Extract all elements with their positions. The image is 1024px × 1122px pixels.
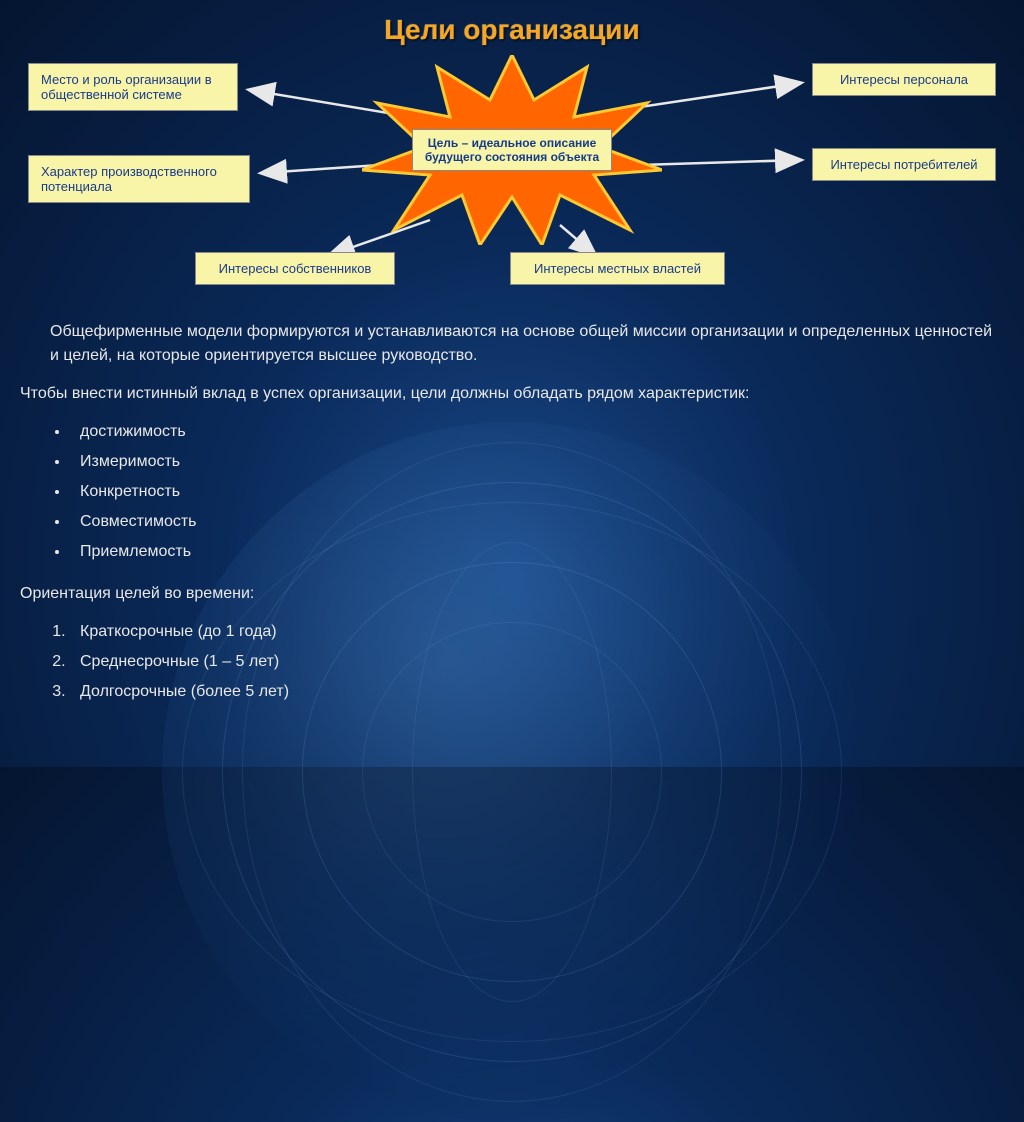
time-orientation-list: Краткосрочные (до 1 года) Среднесрочные (… (70, 620, 1004, 704)
list-item: Измеримость (70, 450, 1004, 474)
list-item: Долгосрочные (более 5 лет) (70, 680, 1004, 704)
list-item: Приемлемость (70, 540, 1004, 564)
list-item: достижимость (70, 420, 1004, 444)
diagram-node-n1: Место и роль организации в общественной … (28, 63, 238, 111)
diagram-node-n3: Интересы собственников (195, 252, 395, 285)
paragraph-3: Ориентация целей во времени: (20, 582, 1004, 606)
list-item: Конкретность (70, 480, 1004, 504)
page-title: Цели организации (0, 14, 1024, 46)
diagram-node-n5: Интересы персонала (812, 63, 996, 96)
diagram-node-n4: Интересы местных властей (510, 252, 725, 285)
diagram-node-n6: Интересы потребителей (812, 148, 996, 181)
goals-diagram: Цель – идеальное описание будущего состо… (0, 45, 1024, 305)
diagram-node-n2: Характер производственного потенциала (28, 155, 250, 203)
characteristics-list: достижимость Измеримость Конкретность Совме… (70, 420, 1004, 564)
list-item: Совместимость (70, 510, 1004, 534)
list-item: Краткосрочные (до 1 года) (70, 620, 1004, 644)
list-item: Среднесрочные (1 – 5 лет) (70, 650, 1004, 674)
center-node-label: Цель – идеальное описание будущего состо… (412, 129, 612, 171)
paragraph-2: Чтобы внести истинный вклад в успех орга… (20, 382, 1004, 406)
center-burst: Цель – идеальное описание будущего состо… (362, 55, 662, 245)
body-content: Общефирменные модели формируются и устан… (20, 320, 1004, 722)
paragraph-1: Общефирменные модели формируются и устан… (50, 320, 1004, 368)
